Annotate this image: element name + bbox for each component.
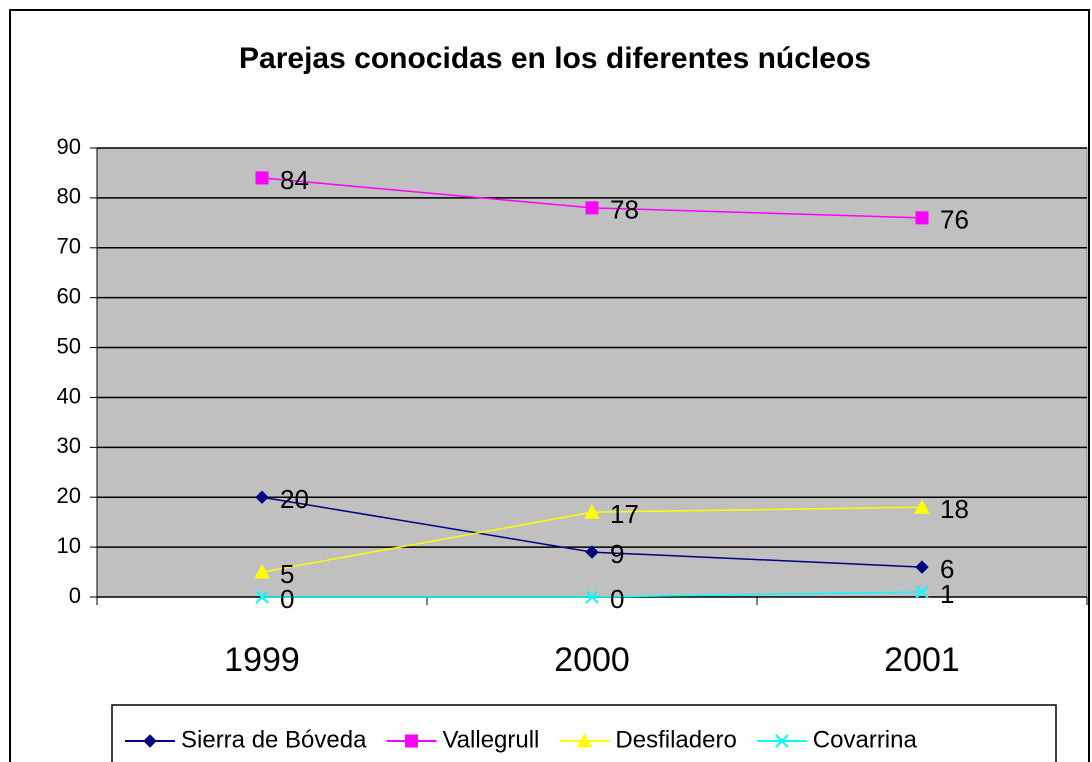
marker — [255, 171, 269, 185]
data-label: 9 — [610, 539, 624, 569]
marker — [915, 585, 929, 599]
chart-title: Parejas conocidas en los diferentes núcl… — [239, 42, 871, 75]
legend-label: Desfiladero — [615, 726, 736, 753]
y-tick-label: 40 — [57, 383, 81, 408]
marker — [143, 734, 157, 748]
marker — [915, 560, 929, 574]
y-tick-label: 80 — [57, 184, 81, 209]
x-tick-label: 2001 — [884, 641, 960, 679]
data-label: 1 — [940, 579, 954, 609]
marker — [584, 504, 600, 519]
y-tick-label: 10 — [57, 533, 81, 558]
legend-box — [111, 704, 1057, 762]
x-tick-label: 2000 — [554, 641, 630, 679]
data-label: 20 — [280, 484, 309, 514]
marker — [585, 590, 599, 604]
y-tick-label: 60 — [57, 283, 81, 308]
marker — [254, 564, 270, 579]
marker — [914, 499, 930, 514]
data-label: 84 — [280, 165, 309, 195]
y-tick-label: 30 — [57, 433, 81, 458]
marker — [775, 734, 789, 748]
marker — [585, 545, 599, 559]
plot-area — [96, 147, 1088, 598]
data-label: 6 — [940, 554, 954, 584]
data-label: 17 — [610, 499, 639, 529]
y-tick-label: 20 — [57, 483, 81, 508]
legend-label: Vallegrull — [442, 726, 539, 753]
legend-label: Sierra de Bóveda — [181, 726, 367, 753]
y-tick-label: 70 — [57, 234, 81, 259]
marker — [576, 732, 593, 748]
marker — [255, 590, 269, 604]
data-label: 18 — [940, 494, 969, 524]
x-tick-label: 1999 — [224, 641, 300, 679]
y-tick-label: 50 — [57, 333, 81, 358]
data-label: 5 — [280, 559, 294, 589]
y-tick-label: 90 — [57, 134, 81, 159]
legend-label: Covarrina — [813, 726, 918, 753]
marker — [255, 490, 269, 504]
data-label: 78 — [610, 195, 639, 225]
data-label: 76 — [940, 205, 969, 235]
y-tick-label: 0 — [69, 583, 81, 608]
marker — [404, 734, 418, 748]
marker — [915, 211, 929, 225]
data-label: 0 — [280, 584, 294, 614]
marker — [585, 201, 599, 215]
data-label: 0 — [610, 584, 624, 614]
